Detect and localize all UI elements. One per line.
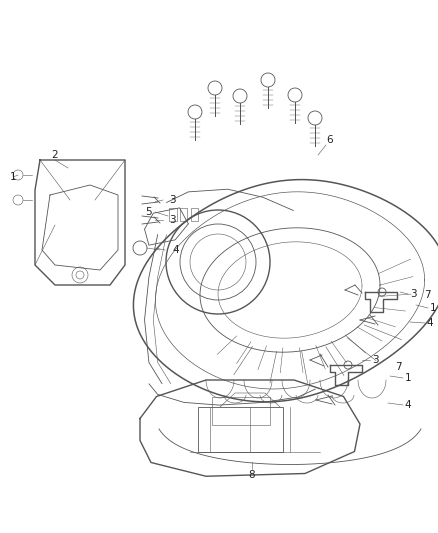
Text: 3: 3 [410, 289, 416, 299]
Text: 4: 4 [405, 400, 411, 410]
Text: 7: 7 [424, 290, 430, 300]
Text: 2: 2 [52, 150, 58, 160]
Text: 1: 1 [10, 172, 16, 182]
Text: 5: 5 [145, 207, 151, 217]
Text: 3: 3 [372, 355, 378, 365]
Text: 6: 6 [327, 135, 333, 145]
Text: 3: 3 [169, 215, 175, 225]
Text: 1: 1 [430, 303, 436, 313]
Bar [191, 208, 198, 221]
Bar [169, 208, 177, 221]
Text: 1: 1 [405, 373, 411, 383]
Text: 7: 7 [395, 362, 401, 372]
Bar [212, 397, 270, 425]
Text: 4: 4 [427, 318, 433, 328]
Text: 3: 3 [169, 195, 175, 205]
Bar [180, 208, 187, 221]
Text: 8: 8 [249, 470, 255, 480]
Bar [198, 407, 283, 452]
Text: 4: 4 [173, 245, 179, 255]
